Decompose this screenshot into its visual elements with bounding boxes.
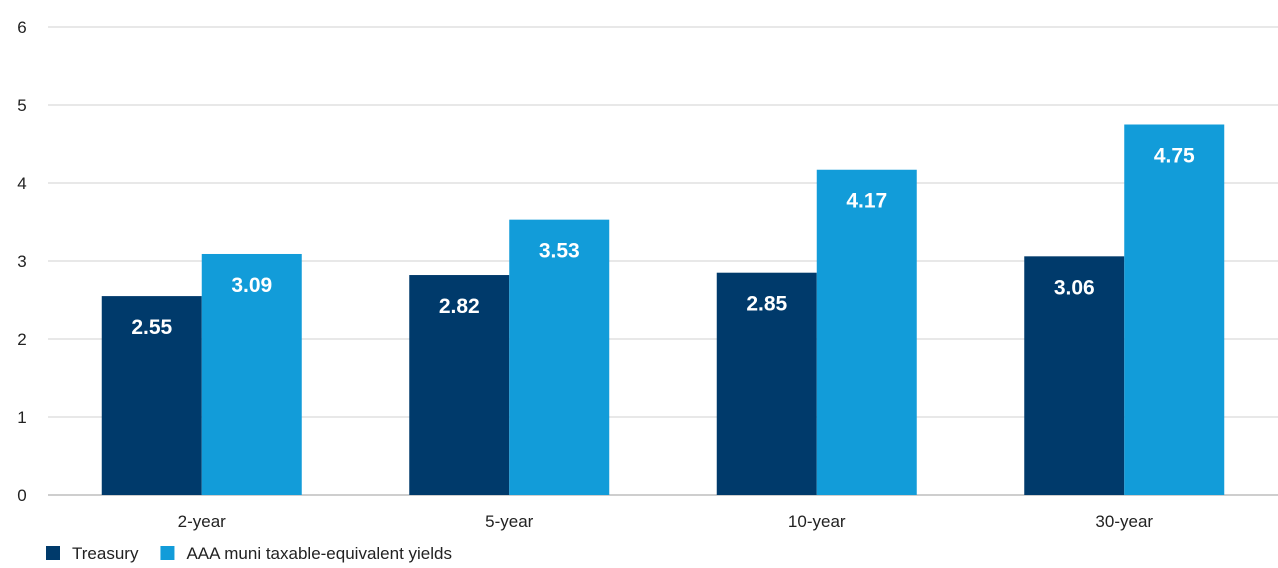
legend: Treasury AAA muni taxable-equivalent yiel… <box>46 544 452 563</box>
bar-treasury-2-year <box>101 296 202 495</box>
y-tick-label: 3 <box>17 252 26 271</box>
x-tick-label: 5-year <box>485 512 534 531</box>
y-axis-tick-labels: 0 1 2 3 4 5 6 <box>17 18 26 505</box>
legend-swatch <box>46 546 60 560</box>
y-tick-label: 2 <box>17 330 26 349</box>
data-label: 3.06 <box>1054 276 1095 299</box>
data-label: 3.53 <box>539 240 580 263</box>
bar-aaa-muni-2-year <box>201 253 302 495</box>
x-tick-label: 10-year <box>788 512 846 531</box>
y-tick-label: 5 <box>17 96 26 115</box>
x-tick-label: 30-year <box>1095 512 1153 531</box>
legend-label: Treasury <box>72 544 139 563</box>
bars <box>101 124 1225 496</box>
data-label: 3.09 <box>231 274 272 297</box>
legend-swatch <box>160 546 175 560</box>
data-label: 2.82 <box>439 295 480 318</box>
data-labels: 2.55 3.09 2.82 3.53 2.85 4.17 3.06 4.75 <box>131 145 1195 340</box>
data-label: 2.85 <box>746 293 787 316</box>
bar-treasury-10-year <box>716 272 817 495</box>
bar-aaa-muni-5-year <box>509 219 610 495</box>
y-tick-label: 6 <box>17 18 26 37</box>
bar-treasury-5-year <box>409 275 510 495</box>
y-tick-label: 1 <box>17 408 26 427</box>
y-tick-label: 0 <box>17 486 26 505</box>
bar-aaa-muni-30-year <box>1124 124 1225 495</box>
x-axis-tick-labels: 2-year 5-year 10-year 30-year <box>178 512 1154 531</box>
bar-treasury-30-year <box>1024 256 1125 495</box>
legend-label: AAA muni taxable-equivalent yields <box>186 544 452 563</box>
y-tick-label: 4 <box>17 174 26 193</box>
bar-aaa-muni-10-year <box>816 169 917 496</box>
data-label: 4.75 <box>1154 145 1195 168</box>
x-tick-label: 2-year <box>178 512 227 531</box>
data-label: 4.17 <box>846 190 887 213</box>
data-label: 2.55 <box>131 316 172 339</box>
